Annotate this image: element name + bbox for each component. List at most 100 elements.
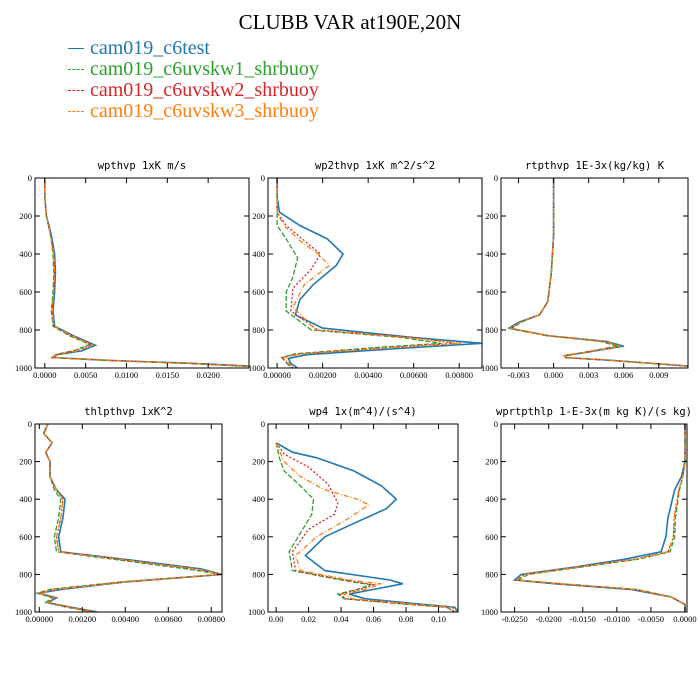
- plot-frame: [267, 177, 483, 369]
- series-line: [514, 424, 686, 612]
- x-tick-label: 0.0000: [673, 614, 696, 624]
- x-tick-label: 0.00600: [400, 370, 428, 380]
- y-tick-label: 0: [494, 419, 498, 429]
- legend-swatch: [68, 48, 84, 49]
- series-line: [507, 178, 688, 367]
- series-line: [44, 178, 249, 367]
- chart-panel: rtpthvp 1E-3x(kg/kg) K -0.003 0.000 0.003 0.…: [481, 160, 689, 380]
- series-line: [39, 424, 222, 612]
- series-group: [512, 424, 686, 612]
- y-tick-label: 200: [252, 211, 265, 221]
- chart-panel: thlpthvp 1xK^2 0.00000 0.00200 0.00400 0.006…: [15, 406, 225, 624]
- x-tick-label: 0.00400: [354, 370, 382, 380]
- y-tick-label: 600: [19, 287, 32, 297]
- y-tick-label: 400: [252, 494, 265, 504]
- series-line: [275, 442, 458, 612]
- y-tick-label: 0: [494, 173, 498, 183]
- legend-label: cam019_c6uvskw3_shrbuoy: [90, 100, 319, 122]
- series-line: [276, 178, 442, 368]
- plot-title: thlpthvp 1xK^2: [84, 406, 173, 418]
- y-tick-label: 800: [252, 325, 265, 335]
- y-tick-label: 800: [19, 325, 32, 335]
- y-tick-label: 400: [485, 494, 498, 504]
- y-tick-label: 1000: [248, 363, 265, 373]
- series-group: [507, 178, 688, 367]
- x-tick-label: 0.0150: [156, 370, 179, 380]
- series-line: [36, 424, 222, 612]
- y-tick-label: 200: [252, 457, 265, 467]
- y-tick-label: 600: [19, 532, 32, 542]
- plot-title: wp2thvp 1xK m^2/s^2: [315, 160, 435, 172]
- x-tick-label: 0.0100: [115, 370, 138, 380]
- x-tick-label: -0.0200: [536, 614, 562, 624]
- series-line: [275, 442, 458, 612]
- chart-panel: wp2thvp 1xK m^2/s^2 0.00000 0.00200 0.00400…: [248, 160, 483, 380]
- plot-title: wprtpthlp 1-E-3x(m kg K)/(s kg): [496, 406, 692, 418]
- y-tick-label: 400: [252, 249, 265, 259]
- legend-entry: cam019_c6uvskw1_shrbuoy: [68, 59, 319, 80]
- x-tick-label: 0.02: [301, 614, 316, 624]
- x-tick-label: 0.00600: [154, 614, 182, 624]
- x-tick-label: 0.08: [399, 614, 414, 624]
- legend-label: cam019_c6test: [90, 37, 210, 59]
- y-tick-label: 200: [19, 457, 32, 467]
- y-tick-label: 1000: [481, 363, 498, 373]
- x-tick-label: 0.003: [579, 370, 598, 380]
- legend: cam019_c6test cam019_c6uvskw1_shrbuoy ca…: [68, 38, 319, 122]
- series-line: [508, 178, 688, 367]
- y-tick-label: 200: [19, 211, 32, 221]
- y-tick-label: 600: [252, 287, 265, 297]
- series-line: [514, 424, 686, 612]
- chart-panel: wp4 1x(m^4)/(s^4) 0.00 0.02 0.04 0.06 0.08 0.1…: [248, 406, 459, 624]
- series-line: [35, 424, 222, 612]
- y-tick-label: 400: [19, 249, 32, 259]
- series-group: [275, 442, 458, 612]
- y-tick-label: 1000: [15, 363, 32, 373]
- series-line: [44, 178, 249, 367]
- figure-title: CLUBB VAR at190E,20N: [238, 10, 462, 34]
- legend-swatch: [68, 90, 84, 91]
- x-tick-label: 0.00000: [25, 614, 53, 624]
- x-tick-label: 0.00800: [445, 370, 473, 380]
- y-tick-label: 800: [19, 569, 32, 579]
- x-tick-label: 0.000: [544, 370, 563, 380]
- y-tick-label: 600: [252, 532, 265, 542]
- plot-frame: [500, 423, 688, 613]
- chart-panel: wpthvp 1xK m/s 0.0000 0.0050 0.0100 0.0150 0.…: [15, 160, 250, 380]
- y-tick-label: 0: [261, 173, 265, 183]
- y-tick-label: 1000: [481, 607, 498, 617]
- plot-title: wp4 1x(m^4)/(s^4): [309, 406, 416, 418]
- x-tick-label: 0.00400: [111, 614, 139, 624]
- x-tick-label: 0.009: [649, 370, 668, 380]
- y-tick-label: 800: [485, 325, 498, 335]
- x-tick-label: 0.00200: [68, 614, 96, 624]
- series-line: [515, 424, 686, 612]
- y-tick-label: 0: [28, 173, 32, 183]
- legend-entry: cam019_c6uvskw3_shrbuoy: [68, 101, 319, 122]
- x-tick-label: 0.00200: [309, 370, 337, 380]
- y-tick-label: 400: [485, 249, 498, 259]
- x-tick-label: 0.10: [431, 614, 446, 624]
- y-tick-label: 200: [485, 211, 498, 221]
- y-tick-label: 800: [485, 569, 498, 579]
- series-line: [509, 178, 688, 367]
- series-line: [275, 442, 456, 612]
- plot-frame: [34, 177, 250, 369]
- x-tick-label: -0.0150: [570, 614, 596, 624]
- legend-label: cam019_c6uvskw2_shrbuoy: [90, 79, 319, 101]
- series-line: [512, 424, 686, 612]
- plot-title: wpthvp 1xK m/s: [98, 160, 187, 172]
- legend-entry: cam019_c6uvskw2_shrbuoy: [68, 80, 319, 101]
- plot-title: rtpthvp 1E-3x(kg/kg) K: [525, 160, 665, 172]
- x-tick-label: -0.0100: [604, 614, 630, 624]
- series-line: [276, 178, 462, 368]
- y-tick-label: 600: [485, 287, 498, 297]
- x-tick-label: 0.04: [334, 614, 350, 624]
- y-tick-label: 1000: [15, 607, 32, 617]
- x-tick-label: -0.003: [508, 370, 530, 380]
- series-group: [35, 424, 222, 612]
- y-tick-label: 400: [19, 494, 32, 504]
- chart-panel: wprtpthlp 1-E-3x(m kg K)/(s kg) -0.0250 -0…: [481, 406, 697, 624]
- plot-frame: [267, 423, 459, 613]
